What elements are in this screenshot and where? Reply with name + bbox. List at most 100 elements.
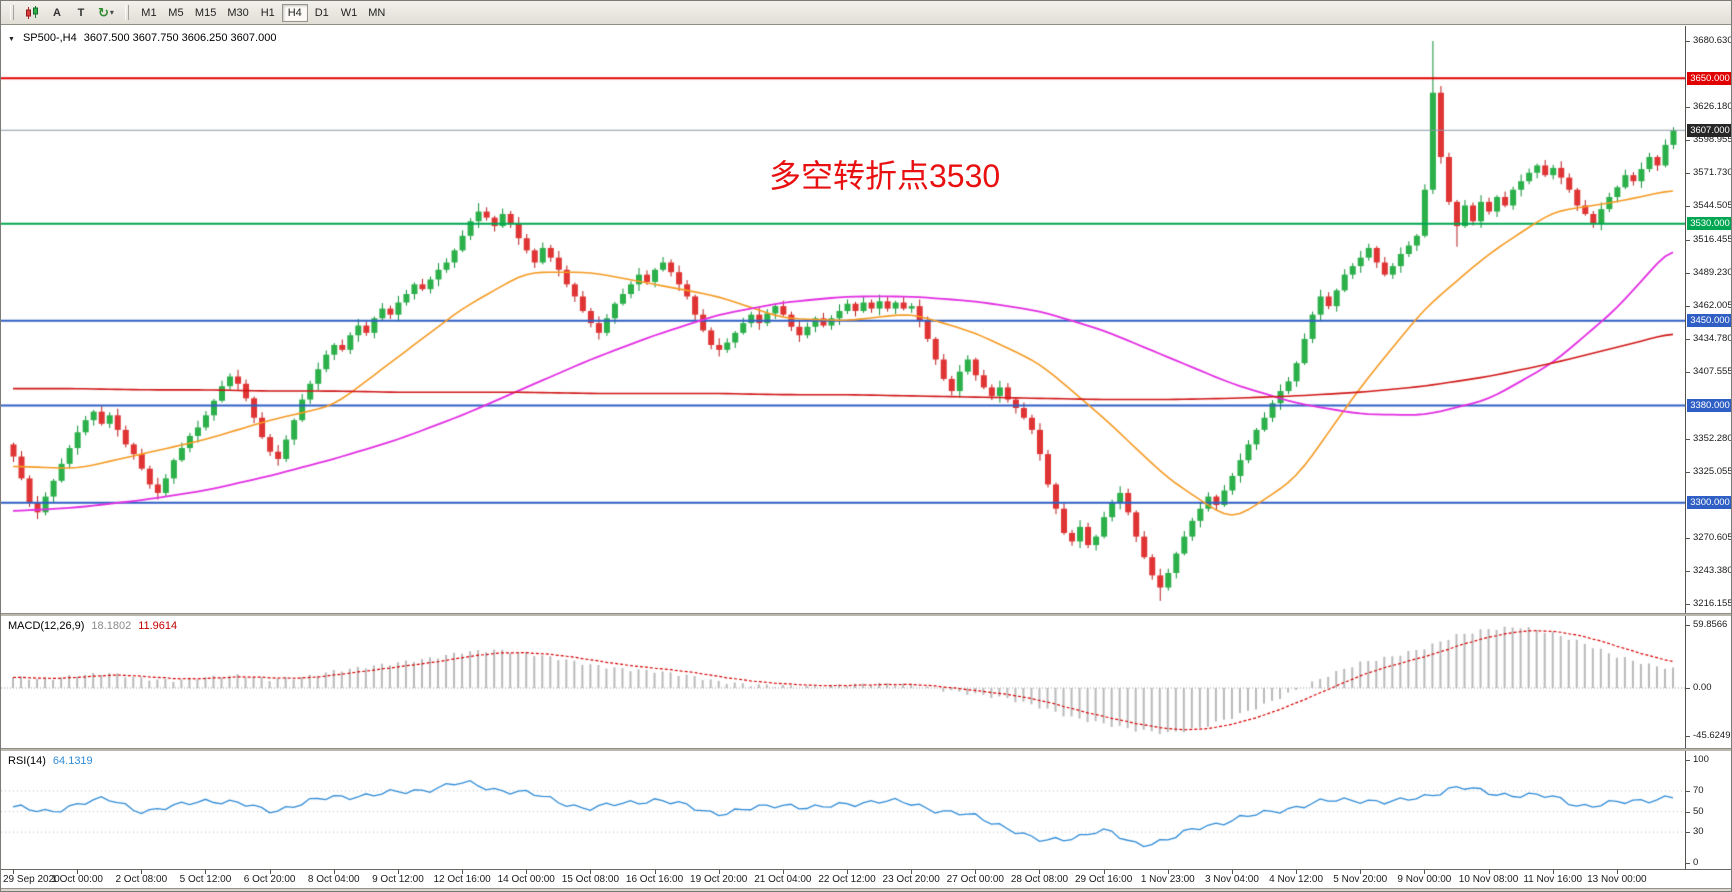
scale-tick xyxy=(1686,273,1690,275)
timeframe-button-h1[interactable]: H1 xyxy=(255,4,281,22)
chart-annotation-text[interactable]: 多空转折点3530 xyxy=(769,158,1001,194)
timeframe-button-m15[interactable]: M15 xyxy=(190,4,221,22)
price-scale-label: 3216.155 xyxy=(1693,598,1732,610)
scale-tick xyxy=(1686,306,1690,308)
chart-symbol-header: ▼ SP500-,H4 3607.500 3607.750 3606.250 3… xyxy=(8,32,276,44)
time-axis-label: 14 Oct 00:00 xyxy=(497,874,555,885)
price-scale[interactable]: 3680.630 3626.180 3598.955 3571.730 3544.505… xyxy=(1685,26,1732,870)
price-scale-label: 3462.005 xyxy=(1693,300,1732,312)
scale-tick xyxy=(1686,140,1690,142)
scale-tick xyxy=(1686,372,1690,374)
rsi-header: RSI(14) 64.1319 xyxy=(8,755,93,767)
time-axis-label: 15 Oct 08:00 xyxy=(561,874,620,885)
time-axis-label: 1 Oct 00:00 xyxy=(51,874,103,885)
scale-tick xyxy=(1686,760,1690,761)
rsi-scale-label: 30 xyxy=(1693,826,1704,838)
time-axis-label: 23 Oct 20:00 xyxy=(882,874,940,885)
time-tick xyxy=(1296,870,1298,874)
collapse-triangle-icon[interactable]: ▼ xyxy=(8,36,15,43)
time-tick xyxy=(1488,870,1490,874)
main-chart-canvas[interactable] xyxy=(1,26,1685,613)
time-tick xyxy=(654,870,656,874)
macd-scale-label: 59.8566 xyxy=(1693,619,1728,630)
bid-price-label: 3607.000 xyxy=(1687,123,1731,137)
time-axis[interactable]: 29 Sep 2020 1 Oct 00:00 2 Oct 08:00 5 Oct 1… xyxy=(1,870,1685,888)
price-scale-label: 3680.630 xyxy=(1693,35,1732,46)
timeframe-button-h4[interactable]: H4 xyxy=(281,3,308,22)
time-tick xyxy=(975,870,977,874)
level-price-label: 3450.000 xyxy=(1687,314,1731,328)
timeframe-button-mn[interactable]: MN xyxy=(363,4,390,22)
time-tick xyxy=(77,870,79,874)
time-tick xyxy=(590,870,592,874)
macd-scale-label: 0.00 xyxy=(1693,682,1712,693)
timeframe-button-d1[interactable]: D1 xyxy=(309,4,335,22)
scale-tick xyxy=(1686,736,1690,738)
time-axis-label: 5 Nov 20:00 xyxy=(1333,874,1388,885)
scale-tick xyxy=(1686,206,1690,208)
time-axis-label: 27 Oct 00:00 xyxy=(946,874,1004,885)
time-tick xyxy=(526,870,528,874)
scale-tick xyxy=(1686,41,1690,42)
macd-main-value: 18.1802 xyxy=(91,620,132,632)
time-axis-label: 28 Oct 08:00 xyxy=(1010,874,1069,885)
price-scale-label: 3243.380 xyxy=(1693,565,1732,577)
symbol-period-label: SP500-,H4 xyxy=(22,32,77,44)
time-axis-label: 5 Oct 12:00 xyxy=(179,874,232,885)
text-tool-button[interactable]: T xyxy=(70,3,92,23)
rsi-panel-canvas[interactable] xyxy=(1,751,1685,869)
level-price-label: 3300.000 xyxy=(1687,496,1731,510)
scale-tick xyxy=(1686,472,1690,474)
time-axis-label: 9 Nov 00:00 xyxy=(1397,874,1452,885)
scale-tick xyxy=(1686,173,1690,175)
time-axis-label: 19 Oct 20:00 xyxy=(690,874,748,885)
time-tick xyxy=(13,870,14,874)
timeframe-button-m1[interactable]: M1 xyxy=(136,4,162,22)
rsi-scale-label: 70 xyxy=(1693,784,1704,796)
time-tick xyxy=(1360,870,1362,874)
scale-tick xyxy=(1686,439,1690,441)
panel-separator[interactable] xyxy=(1,613,1731,616)
toolbar-separator xyxy=(124,5,129,20)
scale-tick xyxy=(1686,240,1690,242)
annotate-text-button[interactable]: A xyxy=(46,3,68,23)
time-axis-label: 16 Oct 16:00 xyxy=(625,874,684,885)
time-axis-label: 21 Oct 04:00 xyxy=(754,874,812,885)
price-scale-label: 3270.605 xyxy=(1693,532,1732,544)
scale-tick xyxy=(1686,625,1690,626)
price-scale-label: 3544.505 xyxy=(1693,200,1732,212)
price-scale-label: 3352.280 xyxy=(1693,433,1732,445)
cycle-dropdown-button[interactable]: ↻ ▾ xyxy=(94,3,118,23)
timeframe-button-w1[interactable]: W1 xyxy=(336,4,363,22)
price-scale-label: 3489.230 xyxy=(1693,267,1732,279)
panel-separator[interactable] xyxy=(1,748,1731,751)
level-price-label: 3650.000 xyxy=(1687,71,1731,85)
toolbar-grip[interactable] xyxy=(10,5,14,20)
time-tick xyxy=(1039,870,1041,874)
timeframe-button-m30[interactable]: M30 xyxy=(222,4,253,22)
time-axis-label: 13 Nov 00:00 xyxy=(1587,874,1647,885)
timeframe-button-m5[interactable]: M5 xyxy=(163,4,189,22)
macd-title: MACD(12,26,9) xyxy=(8,620,85,632)
time-tick xyxy=(911,870,913,874)
macd-scale-label: -45.6249 xyxy=(1693,730,1731,742)
time-axis-label: 10 Nov 08:00 xyxy=(1458,874,1519,885)
time-tick xyxy=(1103,870,1105,874)
level-price-label: 3530.000 xyxy=(1687,217,1731,231)
macd-panel-canvas[interactable] xyxy=(1,616,1685,748)
scale-tick xyxy=(1686,832,1690,834)
chart-type-icon[interactable] xyxy=(21,3,44,23)
candlestick-icon xyxy=(26,5,38,19)
time-axis-separator xyxy=(1,869,1731,870)
time-tick xyxy=(782,870,784,874)
time-tick xyxy=(718,870,720,874)
window-bottom-edge xyxy=(1,888,1731,891)
rsi-scale-label: 50 xyxy=(1693,805,1704,817)
time-axis-label: 29 Oct 16:00 xyxy=(1074,874,1133,885)
scale-tick xyxy=(1686,604,1690,606)
macd-header: MACD(12,26,9) 18.1802 11.9614 xyxy=(8,620,177,632)
time-tick xyxy=(462,870,464,874)
time-axis-label: 2 Oct 08:00 xyxy=(115,874,168,885)
scale-tick xyxy=(1686,538,1690,540)
